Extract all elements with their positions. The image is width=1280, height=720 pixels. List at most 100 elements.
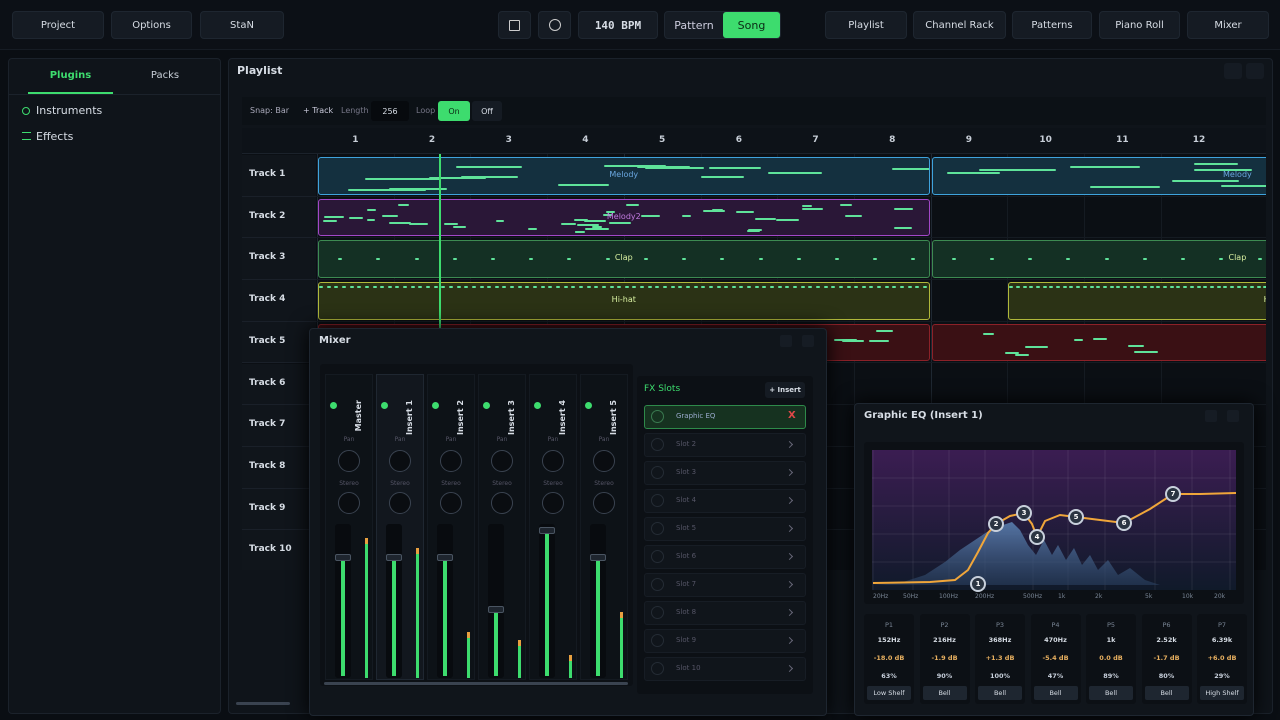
view-button[interactable]: Mixer <box>1187 11 1269 39</box>
pan-knob[interactable] <box>440 450 462 472</box>
top-button[interactable]: StaN <box>200 11 284 39</box>
eq-node[interactable]: 2 <box>988 516 1004 532</box>
band-type[interactable]: Bell <box>922 686 967 700</box>
fx-slot[interactable] <box>644 601 806 625</box>
fx-slot[interactable] <box>644 517 806 541</box>
note <box>823 286 828 289</box>
eq-node[interactable]: 5 <box>1068 509 1084 525</box>
mode-song[interactable]: Song <box>723 12 780 38</box>
slot-remove[interactable]: X <box>788 410 796 421</box>
top-button[interactable]: Options <box>111 11 192 39</box>
pan-knob[interactable] <box>389 450 411 472</box>
fx-slot[interactable] <box>644 629 806 653</box>
loop-on[interactable]: On <box>438 101 470 121</box>
note <box>414 258 419 261</box>
mode-pattern[interactable]: Pattern <box>674 18 714 32</box>
track-name[interactable]: Track 3 <box>249 252 286 263</box>
track-name[interactable]: Track 4 <box>249 294 286 305</box>
track-name[interactable]: Track 8 <box>249 460 286 471</box>
clip[interactable] <box>1008 282 1266 320</box>
fader-thumb[interactable] <box>539 527 555 534</box>
fx-slot[interactable] <box>644 573 806 597</box>
note <box>576 223 600 226</box>
band-type[interactable]: Bell <box>978 686 1022 700</box>
note <box>585 228 609 231</box>
length-box[interactable]: 256 <box>371 101 409 121</box>
record-button[interactable] <box>538 11 571 39</box>
stop-button[interactable] <box>498 11 531 39</box>
clip[interactable] <box>318 157 930 195</box>
clip[interactable] <box>931 157 1266 195</box>
pan-knob[interactable] <box>491 450 513 472</box>
fader-thumb[interactable] <box>386 554 402 561</box>
eq-node[interactable]: 4 <box>1029 529 1045 545</box>
stereo-knob[interactable] <box>542 492 564 514</box>
stereo-knob[interactable] <box>593 492 615 514</box>
eq-node[interactable]: 3 <box>1016 505 1032 521</box>
view-button[interactable]: Piano Roll <box>1099 11 1180 39</box>
loop-off[interactable]: Off <box>472 101 502 121</box>
fader-thumb[interactable] <box>437 554 453 561</box>
tab-packs[interactable]: Packs <box>150 70 180 81</box>
freq-label: 200Hz <box>975 593 995 600</box>
fx-slot[interactable] <box>644 405 806 429</box>
item-instruments[interactable]: Instruments <box>36 104 103 117</box>
fx-slot[interactable] <box>644 545 806 569</box>
note <box>800 286 805 289</box>
clip[interactable] <box>318 282 930 320</box>
track-name[interactable]: Track 2 <box>249 210 286 221</box>
track-name[interactable]: Track 7 <box>249 419 286 430</box>
track-name[interactable]: Track 9 <box>249 502 286 513</box>
track-header <box>242 530 316 570</box>
band-type[interactable]: High Shelf <box>1200 686 1244 700</box>
clip[interactable] <box>931 323 1266 362</box>
clip[interactable] <box>318 240 930 279</box>
track-name[interactable]: Track 1 <box>249 169 286 179</box>
view-button[interactable]: Channel Rack <box>913 11 1006 39</box>
note <box>1263 286 1266 289</box>
fx-slot[interactable] <box>644 433 806 457</box>
stereo-knob[interactable] <box>338 492 360 514</box>
track-name[interactable]: Track 10 <box>249 544 292 555</box>
note <box>1109 286 1114 289</box>
fx-slot[interactable] <box>644 461 806 485</box>
tab-plugins[interactable]: Plugins <box>49 70 92 81</box>
band-type[interactable]: Bell <box>1033 686 1078 700</box>
band-type[interactable]: Bell <box>1089 686 1133 700</box>
meter <box>467 632 470 678</box>
snap[interactable]: Snap: Bar <box>250 106 290 115</box>
track-name[interactable]: Track 6 <box>249 377 286 388</box>
view-button[interactable]: Playlist <box>825 11 907 39</box>
band-type[interactable]: Low Shelf <box>867 686 911 700</box>
top-button[interactable]: Project <box>12 11 104 39</box>
pan-knob[interactable] <box>593 450 615 472</box>
note <box>708 286 713 289</box>
fx-slot[interactable] <box>644 657 806 681</box>
fader-thumb[interactable] <box>590 554 606 561</box>
stereo-knob[interactable] <box>440 492 462 514</box>
eq-title: Graphic EQ (Insert 1) <box>864 410 983 421</box>
eq-node[interactable]: 7 <box>1165 486 1181 502</box>
note <box>709 166 761 169</box>
item-effects[interactable]: Effects <box>36 130 74 143</box>
eq-node[interactable]: 6 <box>1116 515 1132 531</box>
fader-thumb[interactable] <box>488 606 504 613</box>
fader-thumb[interactable] <box>335 554 351 561</box>
clip[interactable] <box>318 198 930 237</box>
track-name[interactable]: Track 5 <box>249 335 286 346</box>
pan-knob[interactable] <box>542 450 564 472</box>
note <box>1129 286 1134 289</box>
eq-node[interactable]: 1 <box>970 576 986 592</box>
band-q: 90% <box>936 672 953 680</box>
add-insert[interactable]: + Insert <box>765 382 805 398</box>
band-type[interactable]: Bell <box>1144 686 1189 700</box>
clip[interactable] <box>931 240 1266 279</box>
view-button[interactable]: Patterns <box>1012 11 1092 39</box>
note <box>387 286 392 289</box>
pan-knob[interactable] <box>338 450 360 472</box>
add-track[interactable]: + Track <box>303 106 334 115</box>
sidebar-divider <box>9 94 220 95</box>
stereo-knob[interactable] <box>389 492 411 514</box>
fx-slot[interactable] <box>644 489 806 513</box>
stereo-knob[interactable] <box>491 492 513 514</box>
